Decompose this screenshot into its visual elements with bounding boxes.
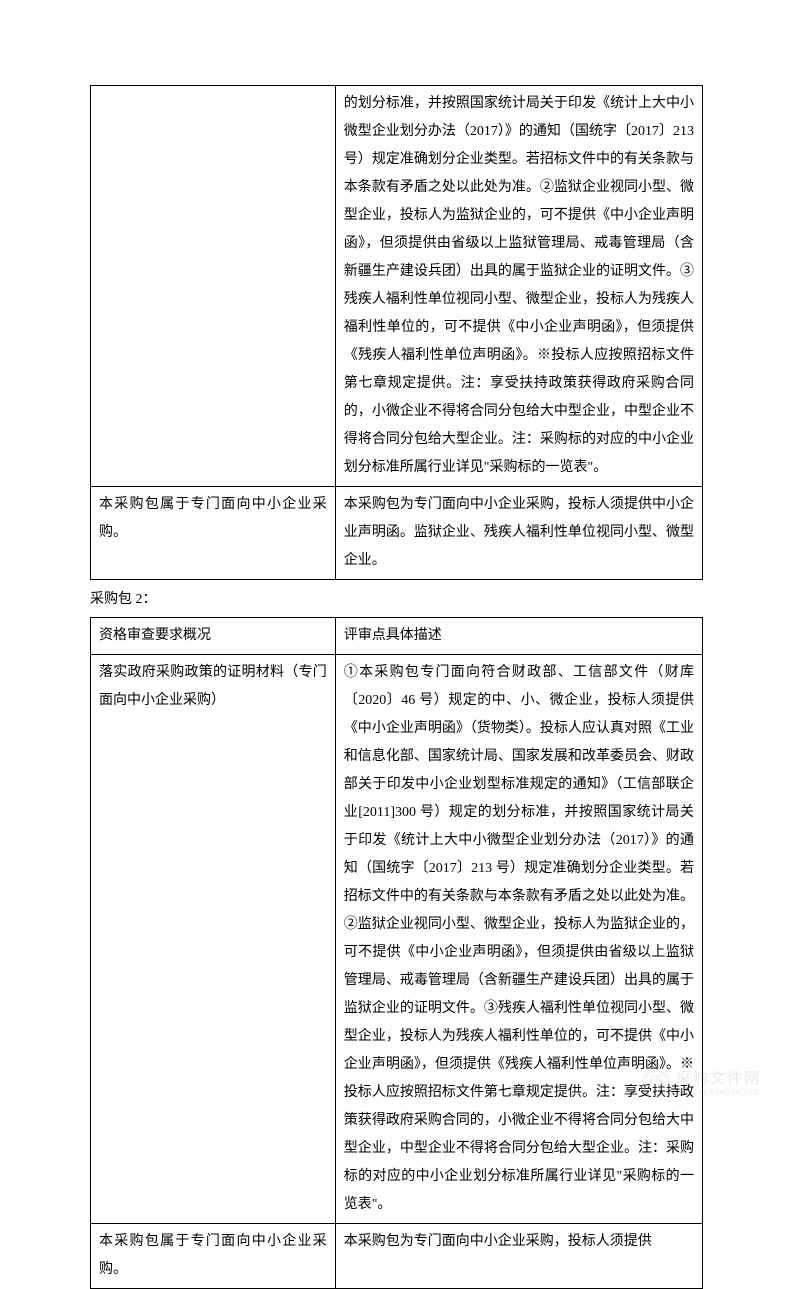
watermark-text-block: 采购文件网 www.cgwenjian.com (676, 1071, 761, 1097)
table-header-row: 资格审查要求概况 评审点具体描述 (91, 618, 703, 655)
table-row: 落实政府采购政策的证明材料（专门面向中小企业采购） ①本采购包专门面向符合财政部… (91, 655, 703, 1224)
cell-right-policy-description: ①本采购包专门面向符合财政部、工信部文件（财库〔2020〕46 号）规定的中、小… (335, 655, 702, 1224)
cell-right-summary: 本采购包为专门面向中小企业采购，投标人须提供 (335, 1224, 702, 1289)
watermark-logo-icon: 佰 (642, 1070, 670, 1098)
header-qualification: 资格审查要求概况 (91, 618, 336, 655)
cell-right-summary: 本采购包为专门面向中小企业采购，投标人须提供中小企业声明函。监狱企业、残疾人福利… (335, 487, 702, 580)
table-row: 的划分标准，并按照国家统计局关于印发《统计上大中小微型企业划分办法（2017）》… (91, 86, 703, 487)
header-review-description: 评审点具体描述 (335, 618, 702, 655)
cell-right-description: 的划分标准，并按照国家统计局关于印发《统计上大中小微型企业划分办法（2017）》… (335, 86, 702, 487)
cell-left-policy: 落实政府采购政策的证明材料（专门面向中小企业采购） (91, 655, 336, 1224)
cell-left-empty (91, 86, 336, 487)
table-row: 本采购包属于专门面向中小企业采购。 本采购包为专门面向中小企业采购，投标人须提供 (91, 1224, 703, 1289)
table-package-1: 的划分标准，并按照国家统计局关于印发《统计上大中小微型企业划分办法（2017）》… (90, 85, 703, 580)
table-row: 本采购包属于专门面向中小企业采购。 本采购包为专门面向中小企业采购，投标人须提供… (91, 487, 703, 580)
cell-left-summary: 本采购包属于专门面向中小企业采购。 (91, 487, 336, 580)
watermark-title: 采购文件网 (676, 1071, 761, 1088)
watermark-url: www.cgwenjian.com (676, 1087, 761, 1097)
table-package-2: 资格审查要求概况 评审点具体描述 落实政府采购政策的证明材料（专门面向中小企业采… (90, 617, 703, 1289)
section-label-package-2: 采购包 2： (90, 586, 703, 614)
cell-left-summary: 本采购包属于专门面向中小企业采购。 (91, 1224, 336, 1289)
watermark: 佰 采购文件网 www.cgwenjian.com (642, 1070, 761, 1098)
